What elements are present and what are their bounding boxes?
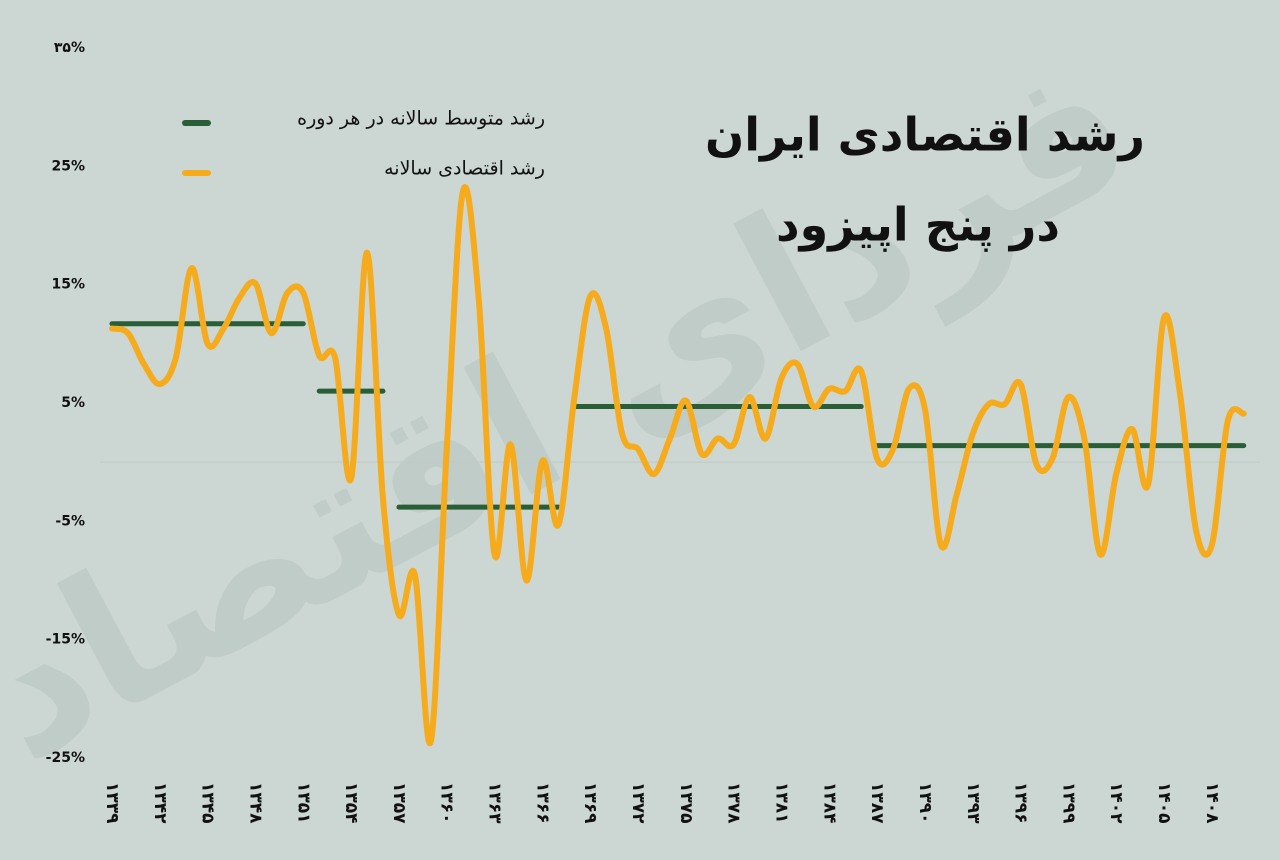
y-tick-label: ۳۵% [54, 40, 85, 56]
x-tick-label: ۱۳۷۸ [724, 782, 744, 824]
series-line [109, 184, 1247, 747]
x-tick-label: ۱۳۶۰ [437, 782, 457, 824]
x-tick-label: ۱۴۰۵ [1154, 782, 1174, 824]
x-tick-label: ۱۳۶۶ [532, 782, 552, 824]
y-tick-label: 15% [51, 277, 85, 293]
x-tick-label: ۱۳۴۸ [245, 782, 265, 824]
x-tick-label: ۱۳۷۲ [628, 782, 648, 824]
x-tick-label: ۱۳۸۱ [771, 782, 791, 824]
x-tick-label: ۱۳۶۳ [485, 782, 505, 824]
x-tick-label: ۱۳۹۰ [915, 782, 935, 824]
x-tick-label: ۱۳۸۴ [819, 782, 839, 824]
y-tick-label: -5% [55, 513, 85, 529]
x-tick-label: ۱۳۵۴ [341, 782, 361, 824]
x-tick-label: ۱۳۳۹ [102, 782, 122, 824]
legend-label: رشد متوسط سالانه در هر دوره [297, 108, 545, 130]
x-tick-label: ۱۳۹۶ [1011, 782, 1031, 824]
x-tick-label: ۱۳۶۹ [580, 782, 600, 824]
x-tick-label: ۱۳۷۵ [676, 782, 696, 824]
x-tick-label: ۱۳۵۷ [389, 782, 409, 824]
x-tick-label: ۱۳۵۱ [293, 782, 313, 824]
y-tick-label: -25% [46, 750, 85, 766]
y-tick-label: 5% [61, 395, 85, 411]
chart-subtitle: در پنج اپیزود [776, 198, 1060, 253]
x-tick-label: ۱۳۹۳ [963, 782, 983, 824]
x-tick-label: ۱۳۹۹ [1058, 782, 1078, 824]
y-tick-label: 25% [51, 158, 85, 174]
x-tick-label: ۱۳۴۵ [198, 782, 218, 824]
x-tick-label: ۱۳۸۷ [867, 782, 887, 824]
x-tick-label: ۱۴۰۲ [1106, 782, 1126, 824]
chart-title: رشد اقتصادی ایران [705, 108, 1145, 162]
y-tick-label: -15% [46, 632, 85, 648]
x-tick-label: ۱۳۴۲ [150, 782, 170, 824]
x-tick-label: ۱۴۰۸ [1202, 782, 1222, 824]
legend-label: رشد اقتصادی سالانه [384, 158, 545, 180]
